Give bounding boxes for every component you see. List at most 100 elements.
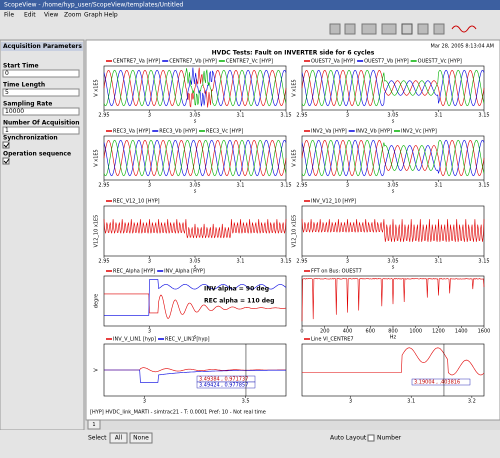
y-axis-label: V x1E5	[94, 149, 100, 167]
x-axis-label: Hz	[390, 335, 397, 341]
field-value: 5	[5, 89, 9, 96]
y-axis-label: V x1E5	[292, 79, 298, 97]
annotation: INV alpha = 90 deg	[204, 286, 269, 293]
menu-item[interactable]: Graph	[84, 12, 103, 19]
x-axis-label: s	[392, 189, 395, 195]
tool-button[interactable]	[434, 24, 444, 34]
plot-title: HVDC Tests: Fault on INVERTER side for 6…	[212, 50, 375, 57]
x-tick-label: 600	[365, 329, 375, 335]
legend-entry: REC3_Va [HYP]	[113, 129, 150, 135]
x-tick-label: 3	[346, 259, 349, 265]
number-label: Number	[377, 435, 402, 442]
bottom-bar	[0, 430, 500, 458]
x-axis-label: s	[194, 119, 197, 125]
menu-item[interactable]: Zoom	[64, 12, 81, 19]
plot-frame	[104, 206, 286, 256]
x-tick-label: 3	[148, 259, 151, 265]
field-value: 1	[5, 127, 9, 134]
legend-entry: CENTRE7_Va [HYP]	[113, 59, 160, 65]
field-label: Time Length	[3, 82, 45, 89]
tool-button[interactable]	[362, 24, 376, 34]
x-axis-label: s	[392, 119, 395, 125]
y-axis-label: V	[94, 368, 100, 372]
plot-frame	[302, 206, 484, 256]
y-axis-label: V x1E5	[292, 149, 298, 167]
x-tick-label: 3	[148, 329, 151, 335]
tool-button[interactable]	[345, 24, 355, 34]
menu-item[interactable]: File	[4, 12, 14, 19]
menu-item[interactable]: Help	[104, 12, 118, 19]
x-tick-label: 2.95	[98, 113, 109, 119]
x-tick-label: 3	[346, 113, 349, 119]
menu-item[interactable]: Edit	[24, 12, 36, 19]
legend-entry: OUEST7_Vb [HYP]	[364, 59, 409, 65]
tool-button[interactable]	[418, 24, 428, 34]
legend-entry: REC_Alpha [HYP]	[113, 269, 155, 275]
x-tick-label: 2.95	[296, 259, 307, 265]
x-tick-label: 3.1	[237, 183, 245, 189]
x-tick-label: 2.95	[296, 183, 307, 189]
x-tick-label: 3.1	[435, 113, 443, 119]
legend-entry: CENTRE7_Vb [HYP]	[169, 59, 217, 65]
tab-label: 1	[92, 422, 95, 428]
tool-button[interactable]	[330, 24, 340, 34]
x-tick-label: 1000	[409, 329, 422, 335]
x-tick-label: 1600	[478, 329, 491, 335]
x-tick-label: 3.1	[407, 399, 415, 405]
legend-entry: Line Vl_CENTRE7	[311, 337, 354, 343]
x-tick-label: 2.95	[98, 259, 109, 265]
x-tick-label: 400	[343, 329, 353, 335]
menu-item[interactable]: View	[44, 12, 58, 19]
x-tick-label: 3.1	[237, 259, 245, 265]
checkbox[interactable]	[368, 435, 374, 441]
x-tick-label: 3	[349, 399, 352, 405]
x-tick-label: 3.15	[478, 183, 489, 189]
field-input[interactable]	[3, 70, 79, 77]
legend-entry: INV2_Vb [HYP]	[356, 129, 392, 135]
legend-entry: FFT on Bus: OUEST7	[311, 269, 362, 275]
x-tick-label: 3.5	[242, 399, 250, 405]
x-axis-label: s	[392, 265, 395, 271]
cursor-readout: 3.19004 , .403816	[414, 380, 460, 386]
x-tick-label: 3.15	[280, 113, 291, 119]
legend-entry: REC3_Vb [HYP]	[159, 129, 197, 135]
field-input[interactable]	[3, 127, 79, 134]
y-axis-label: degre	[94, 294, 100, 308]
annotation: REC alpha = 110 deg	[204, 298, 274, 305]
check-label: Operation sequence	[3, 151, 71, 158]
x-tick-label: 1400	[455, 329, 468, 335]
legend-entry: INV_V12_10 [HYP]	[311, 199, 356, 205]
legend-entry: CENTRE7_Vc [HYP]	[226, 59, 273, 65]
button-label: None	[133, 435, 149, 442]
y-axis-label: V x1E5	[94, 79, 100, 97]
x-tick-label: 3.15	[478, 259, 489, 265]
x-tick-label: 3.15	[478, 113, 489, 119]
x-tick-label: 3.1	[237, 113, 245, 119]
field-label: Sampling Rate	[3, 101, 52, 108]
x-axis-label: s	[194, 189, 197, 195]
legend-entry: INV2_Va [HYP]	[311, 129, 347, 135]
auto-layout-label: Auto Layout	[330, 435, 367, 442]
field-input[interactable]	[3, 89, 79, 96]
legend-entry: REC3_Vc [HYP]	[206, 129, 243, 135]
check-label: Synchronization	[3, 135, 58, 142]
status: [HYP] HVDC_link_MARTI - simtrac21 - T: 0…	[90, 410, 266, 416]
x-tick-label: 3.1	[435, 259, 443, 265]
legend-entry: OUEST7_Vc [HYP]	[418, 59, 462, 65]
x-tick-label: 3	[346, 183, 349, 189]
plot-frame	[302, 344, 484, 396]
select-label: Select	[88, 435, 107, 442]
x-tick-label: 3	[143, 399, 146, 405]
y-axis-label: V12_10 x1E5	[292, 215, 298, 248]
sidebar	[0, 40, 84, 430]
y-axis-label: V12_10 x1E5	[94, 215, 100, 248]
x-tick-label: 3.15	[280, 259, 291, 265]
button-label: All	[115, 435, 123, 442]
tool-button[interactable]	[402, 24, 412, 34]
tool-button[interactable]	[382, 24, 396, 34]
field-value: 10000	[5, 108, 24, 115]
x-tick-label: 3	[148, 183, 151, 189]
x-tick-label: 2.95	[98, 183, 109, 189]
